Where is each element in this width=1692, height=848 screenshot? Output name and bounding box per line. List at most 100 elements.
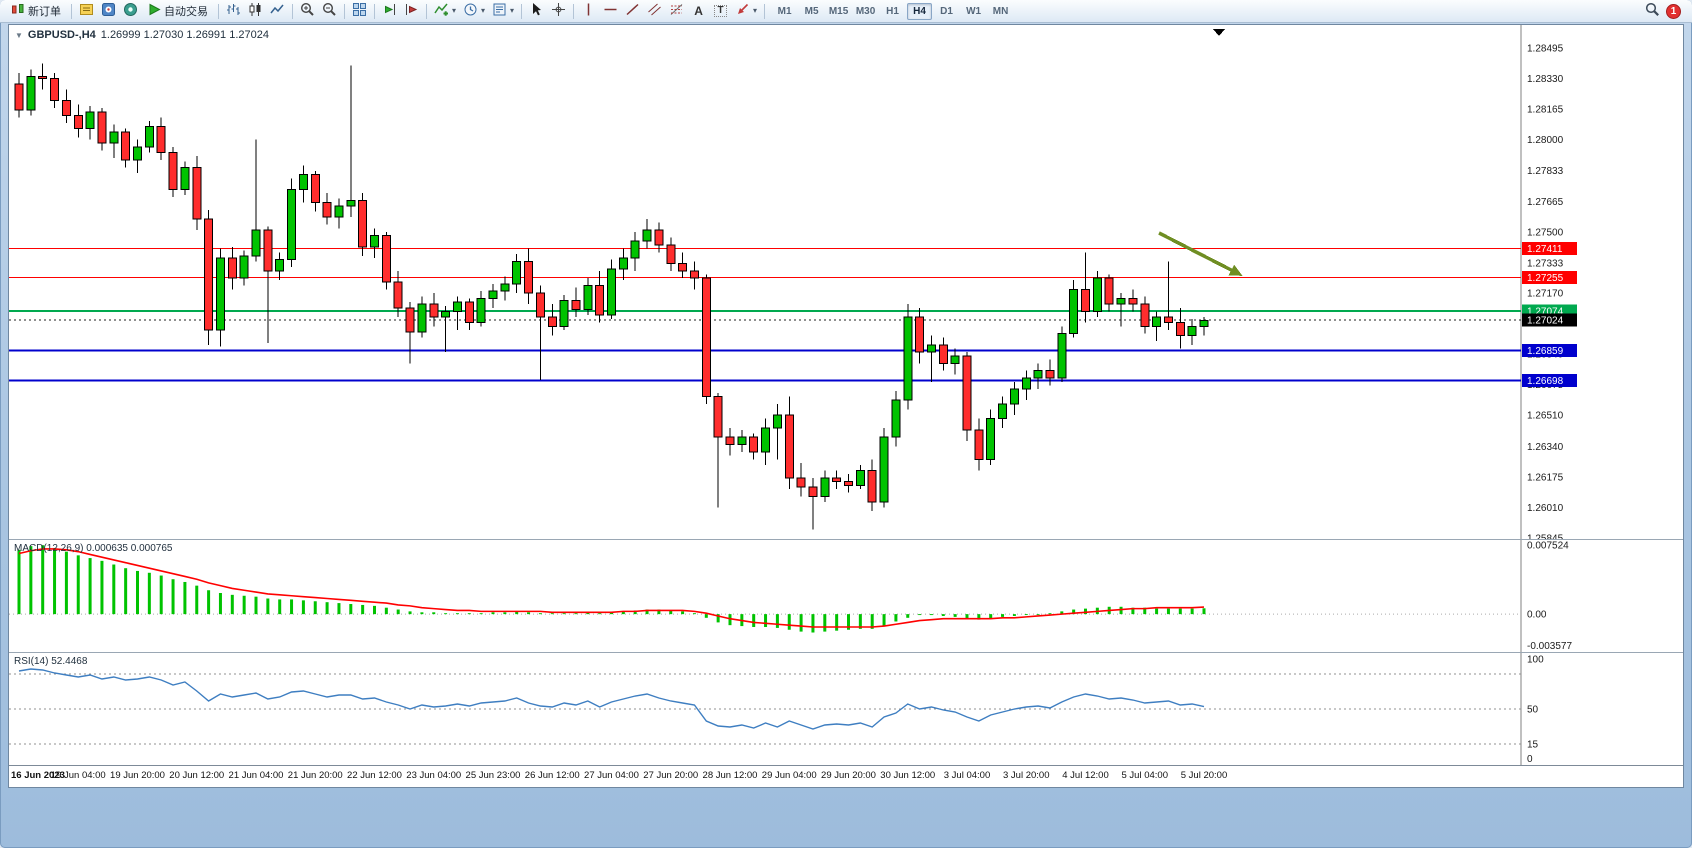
candle bbox=[559, 299, 569, 327]
chart-shift-marker[interactable] bbox=[1213, 29, 1225, 36]
timeframe-m5-button[interactable]: M5 bbox=[804, 5, 819, 17]
macd-histogram-bar bbox=[278, 599, 282, 615]
svg-text:100: 100 bbox=[1527, 655, 1544, 666]
candle bbox=[666, 244, 676, 264]
tile-windows-button[interactable] bbox=[349, 1, 370, 21]
candle bbox=[287, 188, 297, 261]
timeframe-w1-button[interactable]: W1 bbox=[966, 5, 982, 17]
timeframe-h1-button[interactable]: H1 bbox=[886, 5, 899, 17]
channel-button[interactable] bbox=[644, 1, 665, 21]
arrow-annotation-head bbox=[1228, 264, 1243, 276]
macd-histogram-bar bbox=[847, 614, 850, 630]
macd-histogram-bar bbox=[41, 545, 45, 615]
macd-histogram-bar bbox=[1001, 614, 1005, 617]
candle bbox=[1081, 288, 1090, 312]
text-icon: A bbox=[694, 4, 703, 18]
candle bbox=[867, 470, 877, 503]
candle bbox=[381, 235, 391, 283]
timeframe-m1-button[interactable]: M1 bbox=[777, 5, 792, 17]
main-toolbar: 新订单 自动交易 bbox=[0, 0, 1692, 23]
metaeditor-button[interactable] bbox=[76, 1, 97, 21]
svg-text:1.26859: 1.26859 bbox=[1527, 346, 1564, 357]
macd-histogram-bar bbox=[325, 602, 329, 615]
chart-shift-button[interactable] bbox=[401, 1, 422, 21]
new-order-button[interactable]: 新订单 bbox=[5, 1, 67, 21]
text-button[interactable]: A bbox=[688, 1, 709, 21]
candle bbox=[654, 229, 664, 246]
search-button[interactable] bbox=[1642, 1, 1663, 21]
horizontal-line-button[interactable] bbox=[600, 1, 621, 21]
zoom-out-button[interactable] bbox=[319, 1, 340, 21]
timeframe-d1-button[interactable]: D1 bbox=[940, 5, 953, 17]
chart-candles-button[interactable] bbox=[245, 1, 266, 21]
macd-histogram-bar bbox=[941, 614, 945, 616]
label-icon: T bbox=[714, 5, 727, 17]
candle bbox=[393, 281, 403, 309]
candle bbox=[251, 229, 261, 257]
candle bbox=[417, 303, 427, 333]
macd-histogram-bar bbox=[882, 614, 886, 627]
time-axis[interactable]: 16 Jun 2023 19 Jun 04:00 19 Jun 20:00 20 Ju… bbox=[9, 765, 1683, 787]
crosshair-icon bbox=[551, 2, 566, 20]
label-button[interactable]: T bbox=[710, 1, 731, 21]
macd-chart[interactable]: 0.007524 0.00 -0.003577 bbox=[9, 540, 1683, 652]
crosshair-button[interactable] bbox=[548, 1, 569, 21]
macd-histogram-bar bbox=[64, 551, 68, 615]
autotrading-button[interactable]: 自动交易 bbox=[142, 1, 214, 21]
community-button[interactable] bbox=[120, 1, 141, 21]
candle bbox=[1140, 303, 1150, 327]
arrows-button[interactable]: ▾ bbox=[732, 1, 760, 21]
candle bbox=[121, 131, 131, 161]
auto-scroll-icon bbox=[382, 2, 397, 20]
macd-histogram-bar bbox=[290, 599, 294, 615]
candle bbox=[358, 200, 368, 248]
svg-text:1.27500: 1.27500 bbox=[1527, 227, 1564, 238]
vertical-line-button[interactable] bbox=[578, 1, 599, 21]
macd-histogram-bar bbox=[408, 611, 412, 615]
rsi-panel[interactable]: RSI(14) 52.4468 100 50 15 0 bbox=[9, 652, 1683, 765]
svg-text:1.26175: 1.26175 bbox=[1527, 472, 1564, 483]
cursor-button[interactable] bbox=[526, 1, 547, 21]
notification-badge[interactable]: 1 bbox=[1666, 3, 1681, 19]
macd-histogram-bar bbox=[432, 612, 436, 615]
toolbar-separator bbox=[292, 3, 293, 19]
macd-histogram-bar bbox=[610, 612, 613, 615]
timeframe-m15-button[interactable]: M15 bbox=[828, 5, 849, 17]
arrow-annotation[interactable] bbox=[1158, 231, 1240, 276]
candle bbox=[808, 486, 818, 497]
price-chart-panel[interactable]: ▼ GBPUSD-,H4 1.26999 1.27030 1.26991 1.2… bbox=[9, 25, 1683, 539]
chart-bars-button[interactable] bbox=[223, 1, 244, 21]
options-button[interactable] bbox=[98, 1, 119, 21]
candle bbox=[1199, 320, 1209, 327]
candle bbox=[85, 111, 95, 129]
timeframe-m30-button[interactable]: M30 bbox=[855, 5, 876, 17]
auto-scroll-button[interactable] bbox=[379, 1, 400, 21]
fibonacci-button[interactable] bbox=[666, 1, 687, 21]
timeframe-mn-button[interactable]: MN bbox=[992, 5, 1009, 17]
macd-histogram-bar bbox=[1166, 608, 1170, 615]
time-label: 27 Jun 20:00 bbox=[643, 770, 699, 781]
quick-trade-collapse-icon[interactable]: ▼ bbox=[15, 30, 23, 40]
svg-text:0.007524: 0.007524 bbox=[1527, 541, 1569, 552]
svg-text:1.27833: 1.27833 bbox=[1527, 166, 1564, 177]
macd-histogram-bar bbox=[479, 613, 483, 615]
macd-panel[interactable]: MACD(12,26,9) 0.000635 0.000765 0.007524… bbox=[9, 539, 1683, 652]
time-label: 22 Jun 12:00 bbox=[347, 770, 402, 781]
candle bbox=[950, 355, 960, 364]
candlestick-chart[interactable]: 1.28495 1.28330 1.28165 1.28000 1.27833 1.276… bbox=[9, 25, 1683, 539]
macd-histogram-bar bbox=[396, 609, 400, 615]
candle bbox=[547, 316, 557, 327]
time-label: 27 Jun 04:00 bbox=[584, 770, 639, 781]
timeframe-h4-button[interactable]: H4 bbox=[907, 2, 933, 20]
candle bbox=[1116, 298, 1126, 305]
trendline-button[interactable] bbox=[622, 1, 643, 21]
templates-button[interactable]: ▾ bbox=[489, 1, 517, 21]
macd-histogram-bar bbox=[586, 612, 590, 615]
periods-button[interactable]: ▾ bbox=[460, 1, 488, 21]
chart-line-button[interactable] bbox=[267, 1, 288, 21]
search-icon bbox=[1645, 2, 1660, 20]
rsi-chart[interactable]: 100 50 15 0 bbox=[9, 653, 1683, 765]
zoom-in-button[interactable] bbox=[297, 1, 318, 21]
indicators-button[interactable]: ▾ bbox=[431, 1, 459, 21]
candle bbox=[535, 292, 545, 318]
